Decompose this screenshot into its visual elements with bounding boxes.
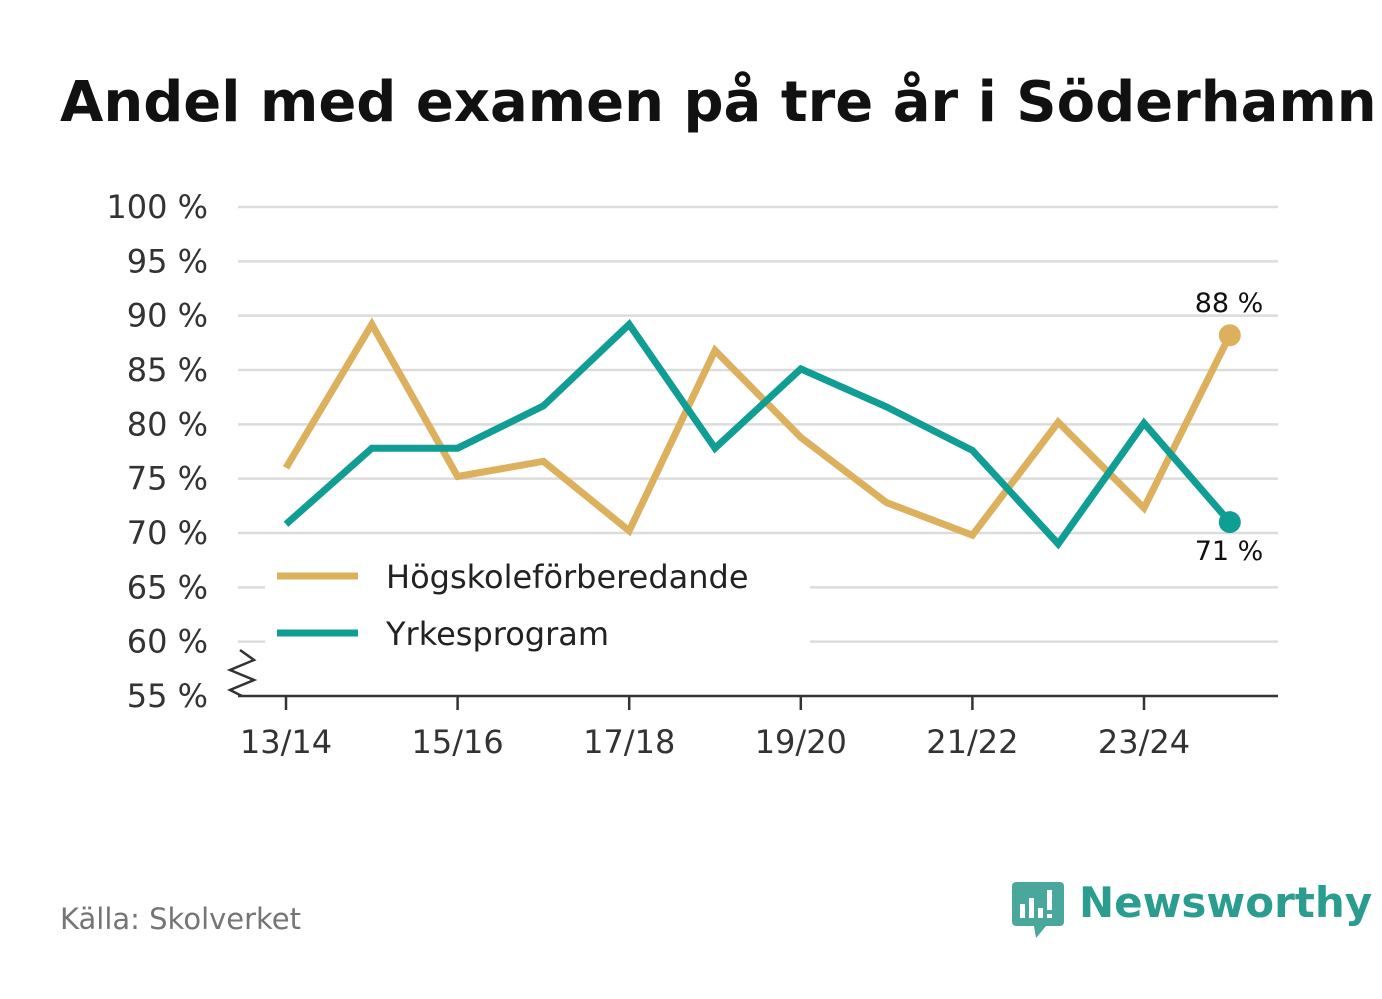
x-tick-label-19-20: 19/20	[755, 723, 847, 761]
y-tick-label-95: 95 %	[127, 242, 208, 280]
y-tick-label-70: 70 %	[127, 514, 208, 552]
y-tick-label-85: 85 %	[127, 351, 208, 389]
source-note: Källa: Skolverket	[60, 902, 301, 936]
end-marker-hogskoleforberedande	[1218, 324, 1241, 347]
y-tick-label-75: 75 %	[127, 460, 208, 498]
series-lines	[282, 317, 1241, 550]
newsworthy-logo-icon	[1012, 882, 1064, 938]
axes	[226, 648, 1278, 698]
x-tick-label-23-24: 23/24	[1098, 723, 1190, 761]
brand-name: Newsworthy	[1079, 878, 1372, 927]
chart-title: Andel med examen på tre år i Söderhamn	[60, 70, 1377, 135]
end-label-yrkesprogram: 71 %	[1195, 536, 1264, 567]
end-marker-yrkesprogram	[1218, 511, 1241, 534]
y-axis-ticks: 100 % 95 % 90 % 85 % 80 % 75 % 70 % 65 % 60 % 55 …	[106, 188, 208, 715]
y-tick-label-80: 80 %	[127, 405, 208, 443]
x-axis-ticks: 13/14 15/16 17/18 19/20 21/22 23/24	[240, 696, 1190, 761]
end-labels: 88 % 71 %	[1195, 288, 1264, 567]
axis-break-icon	[226, 648, 258, 698]
series-line-yrkesprogram	[283, 319, 1233, 550]
y-tick-label-90: 90 %	[127, 297, 208, 335]
legend-label-hogskoleforberedande: Högskoleförberedande	[386, 558, 749, 596]
legend-label-yrkesprogram: Yrkesprogram	[385, 615, 609, 653]
y-tick-label-60: 60 %	[127, 623, 208, 661]
y-tick-label-100: 100 %	[106, 188, 208, 226]
x-tick-label-13-14: 13/14	[240, 723, 332, 761]
x-tick-label-17-18: 17/18	[583, 723, 675, 761]
x-tick-label-15-16: 15/16	[411, 723, 503, 761]
legend: Högskoleförberedande Yrkesprogram	[265, 553, 810, 653]
y-tick-label-55: 55 %	[127, 677, 208, 715]
end-label-hogskoleforberedande: 88 %	[1195, 288, 1264, 319]
y-tick-label-65: 65 %	[127, 568, 208, 606]
x-tick-label-21-22: 21/22	[926, 723, 1018, 761]
newsworthy-logo: Newsworthy	[1012, 878, 1372, 938]
